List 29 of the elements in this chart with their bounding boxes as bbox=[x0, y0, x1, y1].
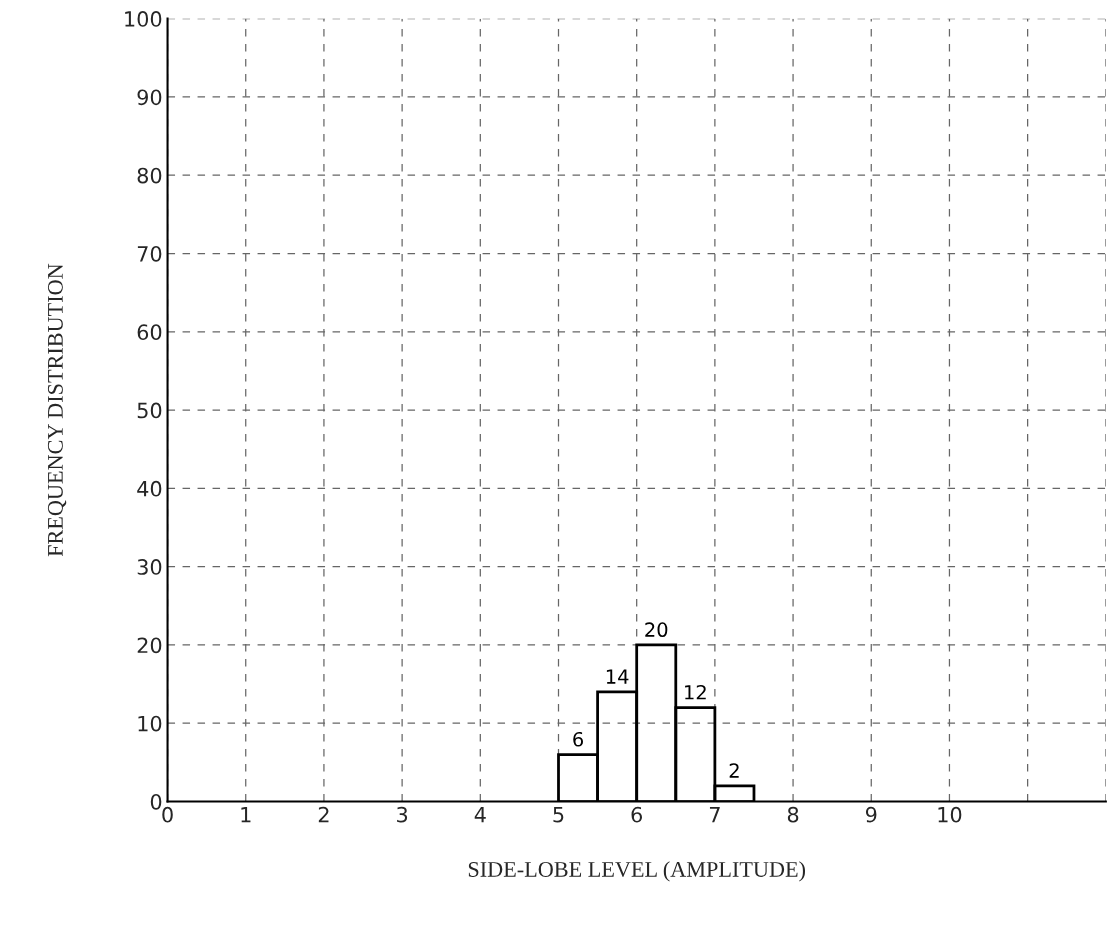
y-tick-label: 80 bbox=[137, 167, 162, 184]
x-tick-label: 7 bbox=[709, 807, 720, 823]
y-tick-label: 40 bbox=[137, 480, 162, 497]
y-tick-label: 100 bbox=[125, 11, 162, 27]
x-tick-label: 6 bbox=[631, 806, 643, 823]
y-axis-title: FREQUENCY DISTRIBUTION bbox=[47, 263, 67, 557]
y-tick-label: 60 bbox=[137, 324, 162, 340]
x-tick-label: 10 bbox=[938, 806, 962, 823]
x-tick-label: 5 bbox=[553, 807, 564, 823]
data-label: 6 bbox=[573, 731, 584, 747]
y-tick-label: 10 bbox=[138, 715, 162, 732]
x-tick-label: 0 bbox=[162, 806, 173, 823]
x-tick-label: 1 bbox=[241, 807, 251, 823]
x-tick-label: 3 bbox=[397, 806, 408, 823]
data-label: 2 bbox=[729, 763, 739, 778]
data-label: 14 bbox=[606, 669, 629, 684]
x-axis-title: SIDE-LOBE LEVEL (AMPLITUDE) bbox=[468, 861, 806, 882]
x-tick-label: 2 bbox=[318, 806, 329, 823]
x-tick-label: 8 bbox=[787, 806, 799, 823]
data-label: 12 bbox=[685, 684, 706, 700]
y-tick-label: 0 bbox=[150, 793, 162, 810]
y-tick-label: 30 bbox=[137, 559, 162, 575]
x-tick-label: 9 bbox=[865, 806, 877, 823]
y-tick-label: 50 bbox=[137, 402, 162, 419]
y-tick-label: 70 bbox=[137, 245, 162, 262]
y-tick-label: 20 bbox=[137, 637, 162, 654]
x-tick-label: 4 bbox=[474, 807, 486, 823]
y-tick-label: 90 bbox=[137, 89, 162, 106]
data-label: 20 bbox=[645, 622, 668, 638]
